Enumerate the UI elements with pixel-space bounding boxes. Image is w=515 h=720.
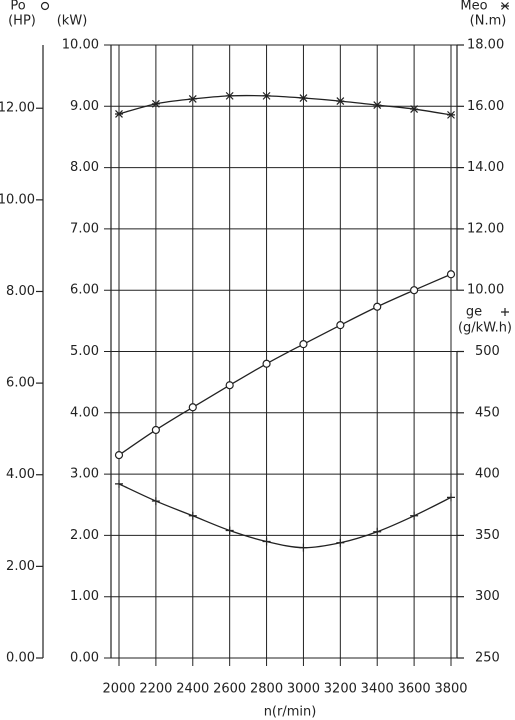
point <box>336 321 345 330</box>
point <box>262 359 271 368</box>
y-tick-label: 8.00 <box>70 160 99 175</box>
hp-tick-label: 12.00 <box>0 101 35 116</box>
point <box>447 493 455 502</box>
x-tick-label: 2800 <box>250 682 283 697</box>
point <box>336 97 345 106</box>
point <box>188 511 197 520</box>
point <box>115 479 123 488</box>
point <box>262 91 271 100</box>
hp-tick-label: 8.00 <box>6 284 35 299</box>
series-line <box>118 483 452 549</box>
hp-tick-label: 2.00 <box>6 559 35 574</box>
point <box>225 381 234 390</box>
point <box>225 526 234 535</box>
y-tick-label: 1.00 <box>70 589 99 604</box>
hp-tick-label: 4.00 <box>6 467 35 482</box>
y-tick-label: 4.00 <box>70 405 99 420</box>
y-tick-label: 0.00 <box>70 651 99 666</box>
x-tick-label: 3400 <box>361 682 394 697</box>
y2-tick-label: 14.00 <box>467 160 504 175</box>
hp-tick-label: 0.00 <box>6 651 35 666</box>
y-tick-label: 6.00 <box>70 283 99 298</box>
y3-tick-label: 250 <box>475 651 500 666</box>
hp-tick-label: 6.00 <box>6 376 35 391</box>
x-tick-label: 3800 <box>434 682 467 697</box>
legend-label: Meo <box>460 0 487 14</box>
x-tick-label: 3200 <box>324 682 357 697</box>
x-axis-label: n(r/min) <box>264 705 317 720</box>
y3-tick-label: 400 <box>475 467 500 482</box>
point <box>410 286 419 295</box>
y3-tick-label: 350 <box>475 528 500 543</box>
x-tick-label: 2000 <box>102 682 135 697</box>
y-tick-label: 10.00 <box>62 38 99 53</box>
legend-label: ge <box>466 305 482 320</box>
x-tick-label: 2600 <box>213 682 246 697</box>
legend-marker <box>501 2 509 10</box>
point <box>114 450 124 460</box>
x-tick-label: 2200 <box>139 682 172 697</box>
y2-tick-label: 10.00 <box>467 283 504 298</box>
x-tick-label: 3000 <box>287 682 320 697</box>
hp-tick-label: 10.00 <box>0 192 35 207</box>
y3-tick-label: 300 <box>475 589 500 604</box>
hp-axis-label: (HP) <box>8 14 36 29</box>
legend-marker <box>501 308 509 316</box>
legend-marker <box>40 1 50 11</box>
legend-label: Po <box>10 0 25 14</box>
y3-tick-label: 500 <box>475 344 500 359</box>
y3-axis-label: (g/kW.h) <box>458 321 512 336</box>
y-tick-label: 5.00 <box>70 344 99 359</box>
point <box>188 95 197 103</box>
point <box>151 497 160 506</box>
y-axis-label: (kW) <box>57 14 88 29</box>
point <box>188 403 197 412</box>
y-tick-label: 9.00 <box>70 99 99 114</box>
point <box>410 511 419 520</box>
series-line <box>118 94 452 116</box>
point <box>299 543 308 552</box>
y-tick-label: 7.00 <box>70 221 99 236</box>
point <box>373 527 382 536</box>
y2-tick-label: 18.00 <box>467 38 504 53</box>
y-tick-label: 3.00 <box>70 467 99 482</box>
y2-axis-label: (N.m) <box>470 14 507 29</box>
y3-tick-label: 450 <box>475 405 500 420</box>
point <box>446 270 456 279</box>
y2-tick-label: 16.00 <box>467 99 504 114</box>
point <box>225 91 234 100</box>
point <box>447 110 455 119</box>
series-line <box>118 273 452 456</box>
point <box>373 302 382 311</box>
point <box>299 94 308 102</box>
point <box>336 538 345 547</box>
y2-tick-label: 12.00 <box>467 221 504 236</box>
point <box>262 537 271 546</box>
x-tick-label: 2400 <box>176 682 209 697</box>
y-tick-label: 2.00 <box>70 528 99 543</box>
point <box>115 110 123 118</box>
point <box>151 425 160 435</box>
x-tick-label: 3600 <box>398 682 431 697</box>
point <box>151 99 160 108</box>
point <box>373 101 382 109</box>
point <box>410 105 419 113</box>
point <box>299 340 308 349</box>
